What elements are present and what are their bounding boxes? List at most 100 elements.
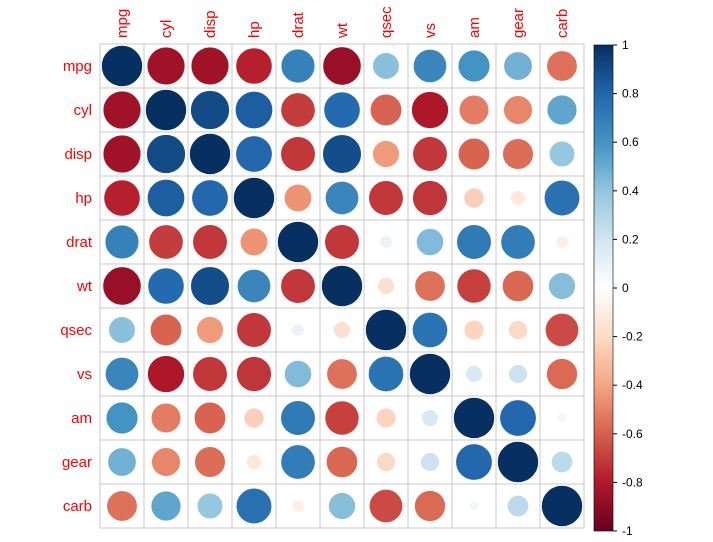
col-label-am: am	[466, 17, 483, 38]
corr-circle-mpg-disp	[190, 46, 230, 86]
corr-circle-am-am	[453, 397, 495, 439]
corr-circle-am-disp	[193, 401, 227, 435]
corr-circle-qsec-vs	[412, 312, 448, 348]
corr-circle-gear-disp	[194, 446, 226, 478]
corr-circle-vs-am	[465, 365, 483, 383]
corr-circle-qsec-am	[463, 319, 485, 341]
corr-circle-cyl-disp	[190, 90, 230, 130]
row-label-wt: wt	[76, 278, 93, 295]
corr-circle-vs-qsec	[368, 356, 404, 392]
corr-circle-hp-drat	[283, 183, 313, 213]
corr-circle-disp-disp	[189, 133, 231, 175]
corr-circle-drat-vs	[416, 228, 444, 256]
corr-circle-hp-qsec	[368, 180, 404, 216]
corr-circle-am-hp	[243, 407, 265, 429]
col-label-gear: gear	[510, 8, 527, 38]
corr-circle-wt-carb	[548, 272, 576, 300]
row-label-qsec: qsec	[60, 322, 92, 339]
colorbar-tick-label: -0.8	[622, 475, 643, 489]
corr-circle-hp-gear	[510, 190, 526, 206]
colorbar-tick-label: -0.6	[622, 427, 643, 441]
corr-circle-vs-cyl	[147, 355, 185, 393]
colorbar: 1 0.8 0.6 0.4 0.2 0 -0.2 -0.4 -0.6 -0.8 -1	[593, 38, 643, 538]
corr-circle-mpg-wt	[322, 46, 362, 86]
corr-circle-mpg-gear	[503, 51, 533, 81]
corr-circle-wt-am	[456, 268, 492, 304]
corr-circle-am-vs	[421, 409, 439, 427]
corr-circle-mpg-cyl	[146, 46, 186, 86]
row-label-mpg: mpg	[63, 58, 92, 75]
corr-circle-qsec-disp	[196, 316, 224, 344]
colorbar-tick-label: 0.2	[622, 232, 639, 246]
col-label-drat: drat	[290, 11, 307, 38]
corr-circle-qsec-hp	[236, 312, 272, 348]
corr-circle-am-qsec	[375, 407, 397, 429]
corr-circle-carb-disp	[196, 492, 224, 520]
corr-circle-hp-wt	[325, 181, 359, 215]
corr-circle-mpg-mpg	[101, 45, 143, 87]
corr-circle-disp-mpg	[102, 134, 142, 174]
corr-circle-qsec-cyl	[149, 313, 183, 347]
colorbar-tick-label: -0.4	[622, 378, 643, 392]
corr-circle-wt-hp	[237, 269, 271, 303]
col-label-carb: carb	[554, 9, 571, 38]
grid	[99, 43, 585, 529]
corr-circle-cyl-hp	[235, 91, 273, 129]
corr-circle-drat-drat	[277, 221, 319, 263]
corr-circle-gear-hp	[246, 454, 262, 470]
colorbar-tick-label: 0.6	[622, 135, 639, 149]
colorbar-tick-label: 0.4	[622, 184, 639, 198]
corr-circle-drat-cyl	[148, 224, 184, 260]
corr-circle-am-cyl	[150, 402, 182, 434]
corr-circle-disp-hp	[235, 135, 273, 173]
corr-circle-drat-mpg	[104, 224, 140, 260]
corr-circle-cyl-vs	[411, 91, 449, 129]
corr-circle-carb-am	[468, 500, 480, 512]
corr-circle-wt-disp	[190, 266, 230, 306]
corr-circle-gear-am	[455, 443, 493, 481]
corr-circle-wt-gear	[502, 270, 534, 302]
row-label-drat: drat	[66, 234, 93, 251]
corr-circle-wt-cyl	[147, 267, 185, 305]
col-label-disp: disp	[202, 10, 219, 38]
corr-circle-carb-drat	[291, 499, 305, 513]
colorbar-tick-label: 0	[622, 281, 629, 295]
corr-circle-drat-wt	[324, 224, 360, 260]
variable-labels: mpg mpg cyl cyl disp disp hp hp drat drat wt wt qsec…	[60, 6, 571, 515]
col-label-wt: wt	[334, 22, 351, 39]
corr-circle-drat-qsec	[379, 235, 393, 249]
corr-circle-disp-cyl	[146, 134, 186, 174]
corr-circle-vs-vs	[409, 353, 451, 395]
corr-circle-am-carb	[556, 412, 568, 424]
corr-circle-cyl-drat	[280, 92, 316, 128]
corr-circle-qsec-drat	[291, 323, 305, 337]
colorbar-tick-label: -1	[622, 524, 633, 538]
corr-circle-qsec-wt	[333, 321, 351, 339]
corr-circle-am-wt	[324, 400, 360, 436]
row-label-carb: carb	[63, 498, 92, 515]
corr-circle-drat-hp	[239, 227, 269, 257]
corr-circle-wt-vs	[414, 270, 446, 302]
corr-circle-qsec-mpg	[108, 316, 136, 344]
corr-circle-drat-disp	[192, 224, 228, 260]
corr-circle-gear-mpg	[107, 447, 137, 477]
corr-circle-am-drat	[280, 400, 316, 436]
corr-circle-hp-cyl	[147, 179, 185, 217]
corr-circle-qsec-carb	[545, 313, 579, 347]
corr-circle-cyl-am	[458, 94, 490, 126]
corr-circle-disp-carb	[548, 140, 576, 168]
corr-circle-wt-wt	[321, 265, 363, 307]
corr-circle-mpg-am	[457, 49, 491, 83]
corr-circle-cyl-cyl	[145, 89, 187, 131]
corr-circle-vs-carb	[546, 358, 578, 390]
corr-circle-drat-am	[456, 224, 492, 260]
corr-circle-cyl-carb	[546, 94, 578, 126]
corr-circle-vs-disp	[192, 356, 228, 392]
correlation-circles	[101, 45, 583, 527]
corr-circle-carb-wt	[328, 492, 356, 520]
corr-circle-mpg-hp	[235, 47, 273, 85]
corr-circle-wt-mpg	[102, 266, 142, 306]
corr-circle-drat-carb	[555, 235, 569, 249]
colorbar-tick-label: 0.8	[622, 87, 639, 101]
